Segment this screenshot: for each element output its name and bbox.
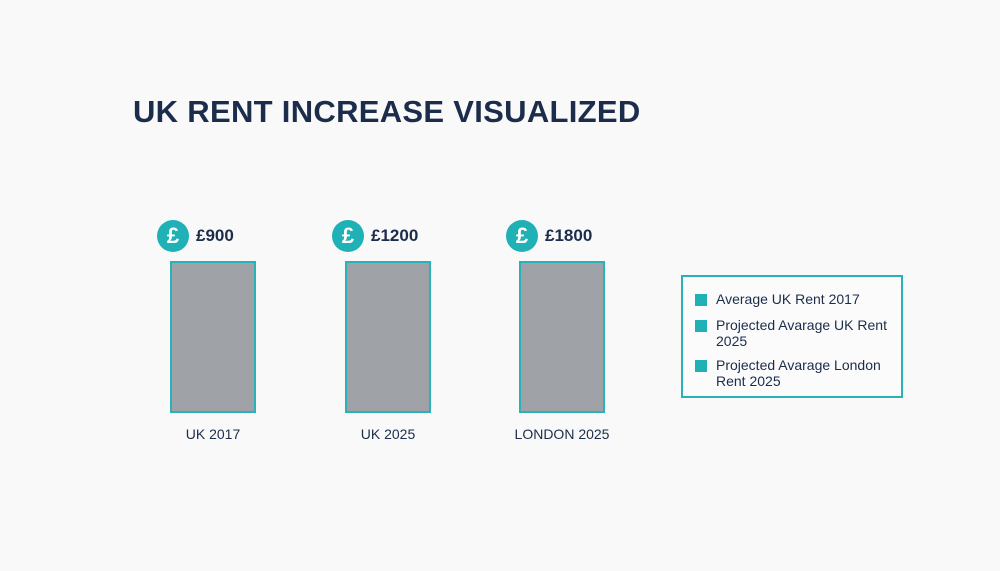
- bar: [519, 261, 605, 413]
- value-label: £900: [196, 226, 234, 245]
- bar: [345, 261, 431, 413]
- legend-label: Average UK Rent 2017: [716, 291, 860, 307]
- currency-icon: £: [157, 220, 189, 252]
- value-label: £1800: [545, 226, 593, 245]
- legend-swatch: [695, 360, 707, 372]
- legend-swatch: [695, 294, 707, 306]
- category-label: UK 2017: [185, 426, 241, 442]
- value-label: £1200: [371, 226, 419, 245]
- legend-label: Projected Avarage London Rent 2025: [716, 357, 881, 389]
- title: UK RENT INCREASE VISUALIZED: [133, 94, 641, 129]
- currency-icon: £: [506, 220, 538, 252]
- legend-label: Projected Avarage UK Rent 2025: [716, 317, 887, 349]
- bar: [170, 261, 256, 413]
- legend: Average UK Rent 2017 Projected Avarage UK…: [681, 275, 903, 398]
- category-label: UK 2025: [360, 426, 416, 442]
- legend-swatch: [695, 320, 707, 332]
- category-label: LONDON 2025: [514, 426, 610, 442]
- currency-icon: £: [332, 220, 364, 252]
